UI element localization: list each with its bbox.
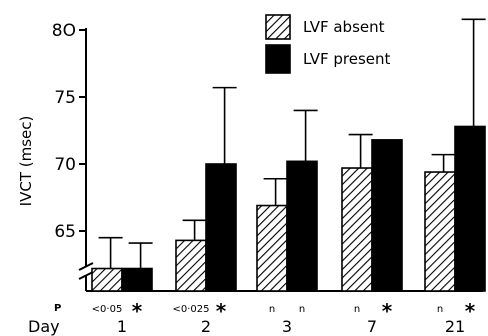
day-row-label: Day xyxy=(28,317,60,336)
bar-lvf-absent-day-21 xyxy=(424,171,456,292)
p-value-right-day-3: n xyxy=(299,304,305,315)
x-tick-label-day-7: 7 xyxy=(367,317,377,336)
y-axis-label: IVCT (msec) xyxy=(17,116,35,207)
x-tick-label-day-3: 3 xyxy=(282,317,292,336)
bar-lvf-present-day-3 xyxy=(286,160,318,292)
significance-marker-day-7: * xyxy=(382,299,393,323)
legend-swatch-lvf-absent xyxy=(265,14,291,40)
legend-swatch-lvf-present xyxy=(265,44,291,74)
p-value-day-21: n xyxy=(437,304,443,315)
p-value-day-1: <0·05 xyxy=(92,304,123,315)
x-tick-label-day-21: 21 xyxy=(445,317,465,336)
bar-lvf-absent-day-7 xyxy=(341,167,373,292)
bar-lvf-absent-day-3 xyxy=(256,204,288,292)
significance-marker-day-2: * xyxy=(216,299,227,323)
bar-lvf-present-day-1 xyxy=(121,267,153,292)
significance-marker-day-21: * xyxy=(465,299,476,323)
p-value-day-3: n xyxy=(269,304,275,315)
x-tick-label-day-2: 2 xyxy=(201,317,211,336)
y-tick-label: 65 xyxy=(54,222,76,242)
bar-lvf-present-day-21 xyxy=(454,125,486,292)
x-tick-label-day-1: 1 xyxy=(117,317,127,336)
y-tick-label: 75 xyxy=(54,88,76,108)
bar-lvf-present-day-2 xyxy=(205,163,237,292)
y-tick-label: 70 xyxy=(54,155,76,175)
bar-lvf-absent-day-2 xyxy=(175,239,207,292)
p-row-label: P xyxy=(54,303,61,314)
p-value-day-7: n xyxy=(354,304,360,315)
bar-lvf-absent-day-1 xyxy=(91,267,123,292)
bar-lvf-present-day-7 xyxy=(371,139,403,292)
y-tick-label: 8O xyxy=(52,21,76,41)
legend-label-lvf-absent: LVF absent xyxy=(303,18,385,36)
legend-label-lvf-present: LVF present xyxy=(303,50,391,68)
significance-marker-day-1: * xyxy=(132,299,143,323)
axis-break-mark xyxy=(78,262,94,280)
p-value-day-2: <0·025 xyxy=(172,304,209,315)
